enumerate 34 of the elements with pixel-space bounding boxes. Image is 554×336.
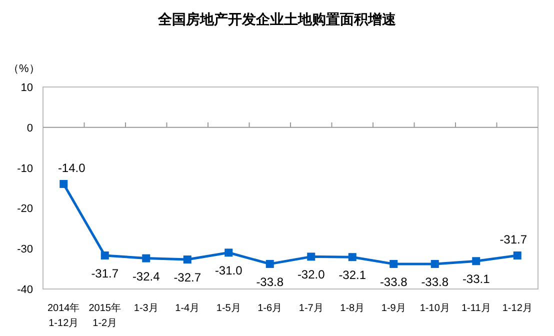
xtick: 1-3月 [134, 303, 158, 314]
data-label: -32.4 [132, 269, 160, 284]
ytick: -40 [17, 284, 33, 296]
title: 全国房地产开发企业土地购置面积增速 [158, 11, 396, 27]
ytick: 10 [20, 82, 33, 94]
xtick: 1-10月 [420, 303, 450, 314]
data-label: -32.1 [338, 268, 366, 282]
data-label: -33.1 [462, 272, 490, 286]
data-label: -31.7 [500, 232, 528, 246]
xtick: 1-12月 [48, 318, 79, 329]
xtick: 1-2月 [92, 318, 118, 329]
data-label: -14.0 [58, 160, 86, 175]
xtick: 2015年 [88, 303, 121, 314]
xtick: 1-12月 [502, 303, 532, 314]
ytick: 0 [26, 122, 33, 134]
data-label: -31.7 [91, 266, 119, 280]
xtick: 1-7月 [298, 303, 324, 314]
ytick: -20 [17, 203, 33, 216]
ytick: -30 [17, 244, 33, 256]
ylabel: （%） [8, 63, 40, 75]
data-label: -32.0 [297, 268, 325, 282]
data-label: -33.8 [256, 274, 284, 289]
xtick: 1-6月 [258, 303, 282, 314]
xtick: 1-8月 [340, 303, 365, 314]
xtick: 2014年 [48, 303, 80, 314]
xtick: 1-9月 [381, 303, 406, 314]
data-label: -32.7 [174, 270, 202, 284]
ytick: -10 [17, 162, 33, 175]
data-label: -33.8 [380, 274, 408, 289]
data-label: -33.8 [421, 274, 449, 289]
xtick: 1-11月 [461, 303, 491, 314]
xtick: 1-5月 [216, 303, 241, 314]
xtick: 1-4月 [175, 303, 200, 314]
data-label: -31.0 [214, 264, 242, 278]
